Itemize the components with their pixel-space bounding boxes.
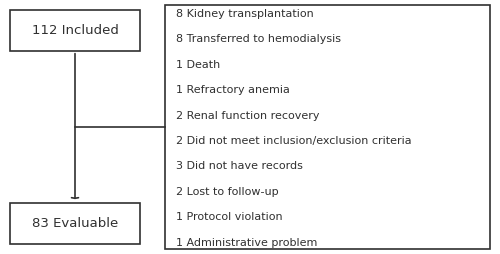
- Text: 112 Included: 112 Included: [32, 24, 118, 37]
- FancyBboxPatch shape: [10, 203, 140, 244]
- Text: 2 Did not meet inclusion/exclusion criteria: 2 Did not meet inclusion/exclusion crite…: [176, 136, 412, 146]
- Text: 1 Refractory anemia: 1 Refractory anemia: [176, 85, 290, 95]
- Text: 3 Did not have records: 3 Did not have records: [176, 161, 303, 171]
- Text: 8 Kidney transplantation: 8 Kidney transplantation: [176, 9, 314, 19]
- Text: 8 Transferred to hemodialysis: 8 Transferred to hemodialysis: [176, 34, 341, 44]
- FancyBboxPatch shape: [165, 5, 490, 249]
- Text: 1 Administrative problem: 1 Administrative problem: [176, 237, 318, 248]
- FancyBboxPatch shape: [10, 10, 140, 51]
- Text: 1 Death: 1 Death: [176, 60, 220, 70]
- Text: 2 Renal function recovery: 2 Renal function recovery: [176, 110, 320, 121]
- Text: 1 Protocol violation: 1 Protocol violation: [176, 212, 282, 222]
- Text: 83 Evaluable: 83 Evaluable: [32, 217, 118, 230]
- Text: 2 Lost to follow-up: 2 Lost to follow-up: [176, 187, 278, 197]
